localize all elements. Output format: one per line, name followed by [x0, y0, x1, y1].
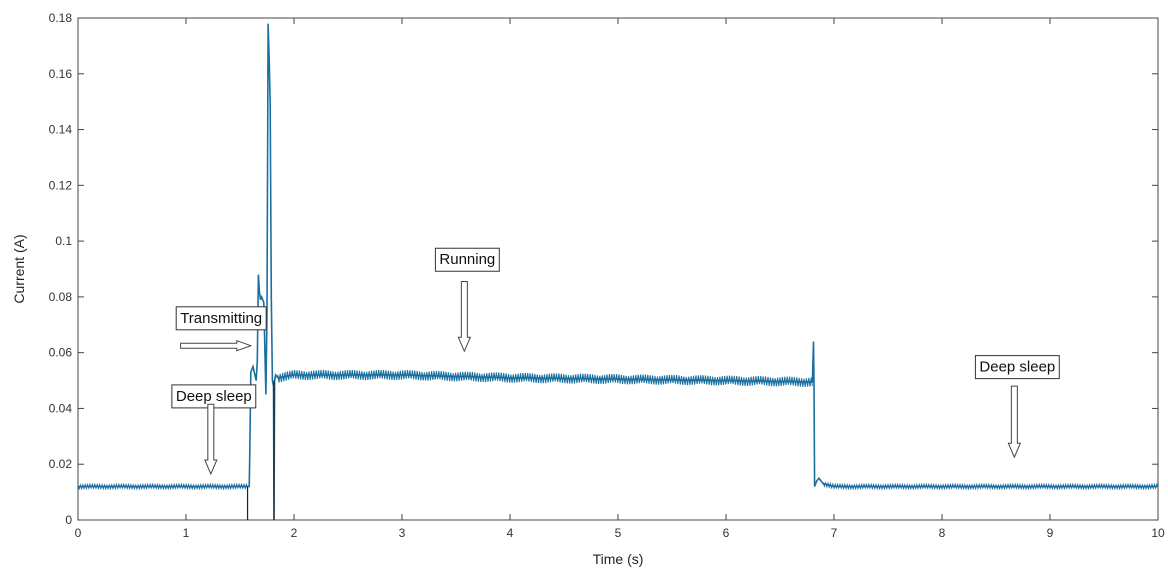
y-axis: 0 0.02 0.04 0.06 0.08 0.1 0.12 0.14 0.16 0.18 — [49, 11, 1158, 527]
y-tick-label: 0 — [65, 513, 72, 527]
annotation-label: Running — [439, 251, 495, 268]
x-tick-label: 10 — [1151, 526, 1165, 540]
y-tick-label: 0.04 — [49, 401, 73, 415]
y-tick-label: 0.14 — [49, 123, 73, 137]
x-axis-label: Time (s) — [593, 551, 644, 567]
x-tick-label: 2 — [291, 526, 298, 540]
annotation-label: Deep sleep — [979, 359, 1055, 376]
annotation-box — [434, 247, 500, 272]
x-tick-label: 4 — [507, 526, 514, 540]
annotation: Running — [434, 247, 500, 353]
x-tick-label: 9 — [1047, 526, 1054, 540]
annotation-box — [175, 306, 267, 331]
x-tick-label: 5 — [615, 526, 622, 540]
x-tick-label: 1 — [183, 526, 190, 540]
arrow-down-icon — [457, 281, 472, 353]
series-layer — [77, 23, 1159, 521]
y-tick-label: 0.1 — [55, 234, 72, 248]
arrow-down-icon — [1007, 385, 1022, 459]
y-axis-label: Current (A) — [11, 234, 27, 303]
annotation: Transmitting — [175, 306, 267, 352]
annotation-box — [974, 355, 1060, 380]
arrow-down-icon — [204, 403, 218, 476]
annotation-label: Deep sleep — [176, 388, 252, 405]
x-tick-label: 8 — [939, 526, 946, 540]
x-tick-label: 0 — [75, 526, 82, 540]
x-tick-label: 7 — [831, 526, 838, 540]
plot-area — [77, 17, 1159, 521]
y-tick-label: 0.08 — [49, 290, 73, 304]
y-tick-label: 0.16 — [49, 67, 73, 81]
y-tick-label: 0.02 — [49, 457, 73, 471]
annotation-label: Transmitting — [180, 310, 262, 327]
annotation: Deep sleep — [171, 384, 257, 476]
annotation: Deep sleep — [974, 355, 1060, 459]
y-tick-label: 0.18 — [49, 11, 73, 25]
y-tick-label: 0.12 — [49, 178, 73, 192]
x-tick-label: 6 — [723, 526, 730, 540]
x-axis: 0 1 2 3 4 5 6 7 8 9 10 — [75, 18, 1165, 540]
annotations: Deep sleep Transmitting Running Deep sleep — [171, 247, 1060, 476]
y-tick-label: 0.06 — [49, 346, 73, 360]
x-tick-label: 3 — [399, 526, 406, 540]
arrow-right-icon — [180, 339, 253, 352]
